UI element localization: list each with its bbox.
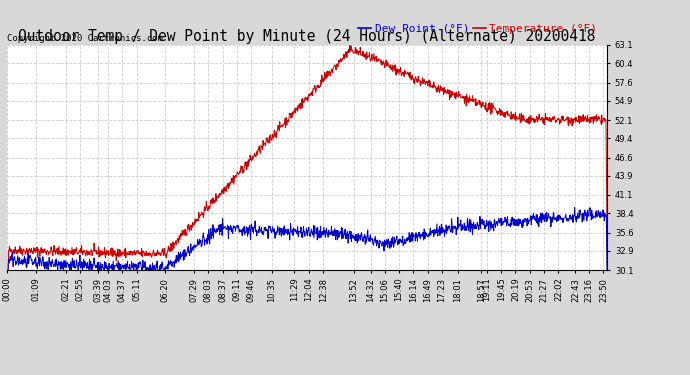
Text: Copyright 2020 Cartronics.com: Copyright 2020 Cartronics.com	[7, 34, 163, 43]
Legend: Dew Point (°F), Temperature (°F): Dew Point (°F), Temperature (°F)	[353, 19, 602, 38]
Title: Outdoor Temp / Dew Point by Minute (24 Hours) (Alternate) 20200418: Outdoor Temp / Dew Point by Minute (24 H…	[19, 29, 595, 44]
